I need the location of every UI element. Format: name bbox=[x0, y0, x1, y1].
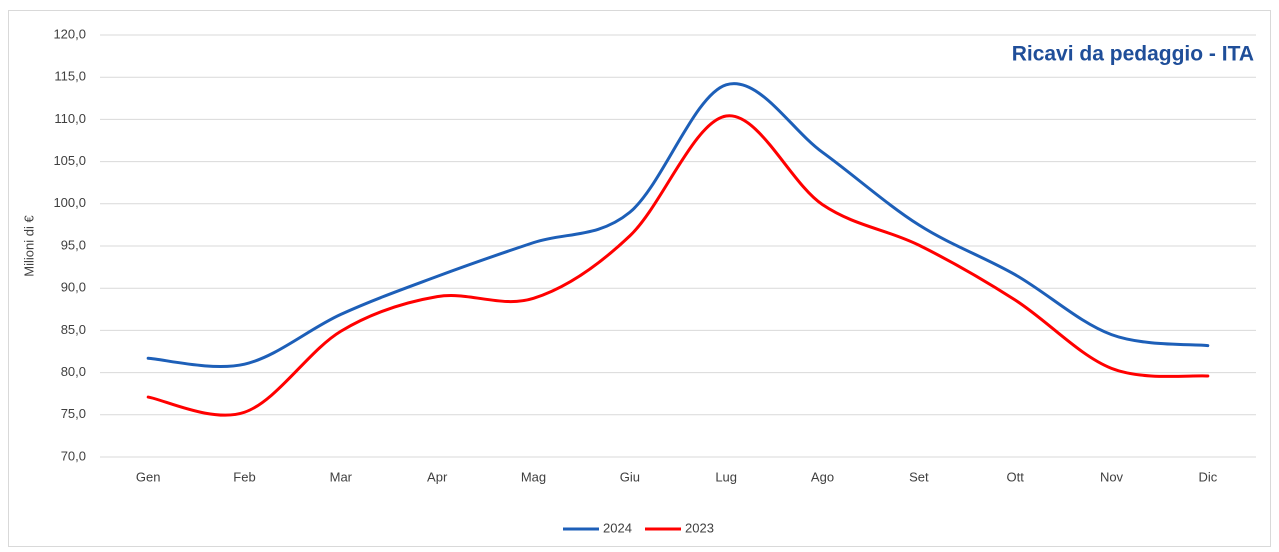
x-tick-label: Mar bbox=[330, 469, 353, 484]
y-tick-label: 120,0 bbox=[53, 26, 86, 41]
y-tick-label: 80,0 bbox=[61, 364, 86, 379]
x-tick-label: Lug bbox=[715, 469, 737, 484]
y-tick-label: 70,0 bbox=[61, 448, 86, 463]
x-tick-label: Ott bbox=[1006, 469, 1024, 484]
x-tick-label: Apr bbox=[427, 469, 448, 484]
x-tick-label: Feb bbox=[233, 469, 255, 484]
y-tick-label: 75,0 bbox=[61, 406, 86, 421]
y-tick-label: 85,0 bbox=[61, 322, 86, 337]
series-line bbox=[146, 82, 1210, 368]
x-tick-label: Gen bbox=[136, 469, 161, 484]
legend-label: 2024 bbox=[603, 520, 632, 535]
y-tick-label: 110,0 bbox=[54, 111, 86, 126]
x-tick-label: Ago bbox=[811, 469, 834, 484]
y-tick-label: 95,0 bbox=[61, 237, 86, 252]
chart-title: Ricavi da pedaggio - ITA bbox=[1012, 43, 1254, 66]
legend-label: 2023 bbox=[685, 520, 714, 535]
y-tick-label: 90,0 bbox=[61, 280, 86, 295]
y-tick-label: 115,0 bbox=[54, 69, 86, 84]
x-tick-label: Mag bbox=[521, 469, 546, 484]
x-tick-label: Set bbox=[909, 469, 929, 484]
series-line bbox=[146, 114, 1210, 417]
x-tick-label: Dic bbox=[1198, 469, 1217, 484]
x-tick-label: Giu bbox=[620, 469, 640, 484]
y-axis-label: Milioni di € bbox=[21, 215, 36, 277]
x-tick-label: Nov bbox=[1100, 469, 1124, 484]
y-tick-label: 100,0 bbox=[53, 195, 86, 210]
chart-border bbox=[8, 10, 1271, 547]
y-tick-label: 105,0 bbox=[53, 153, 86, 168]
